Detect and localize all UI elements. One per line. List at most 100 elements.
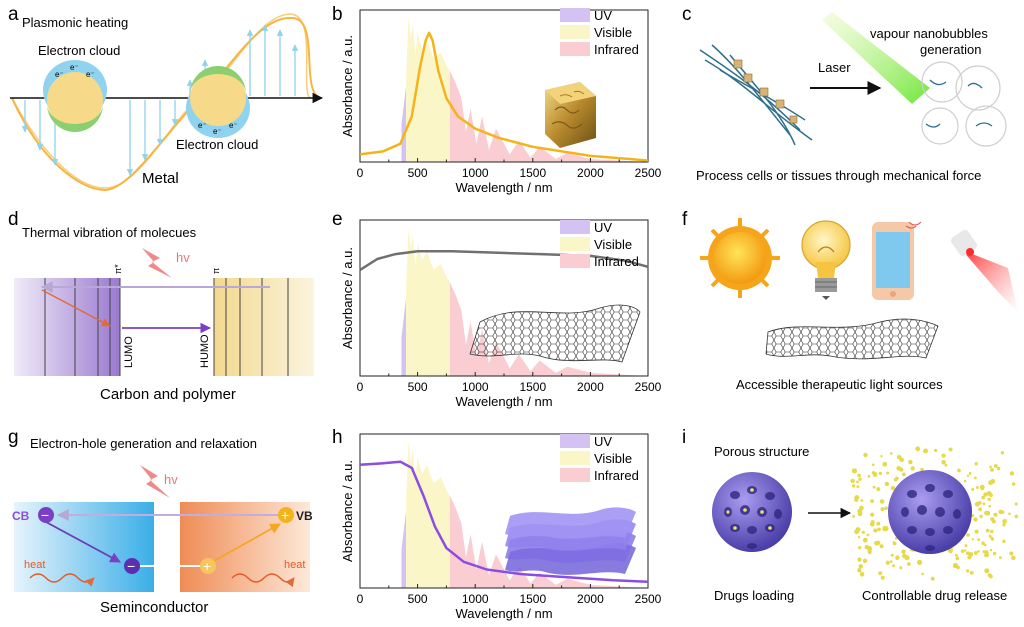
- drug-particle: [856, 480, 859, 484]
- absorbance-line: [359, 460, 649, 584]
- panel-d-title: Thermal vibration of molecues: [22, 225, 197, 240]
- drug-particle: [985, 528, 990, 533]
- chart-b: 0 500 1000 1500 2000 2500 Wavelength / nm Absor…: [340, 9, 662, 195]
- drug-particle: [908, 459, 913, 465]
- drug-particle: [921, 572, 924, 576]
- panel-e-letter: e: [332, 209, 343, 230]
- drug-particle: [884, 506, 888, 510]
- relaxation-arrow-1: [41, 289, 111, 327]
- drug-particle: [984, 568, 990, 574]
- drug-particle: [978, 507, 983, 512]
- drug-particle: [889, 560, 893, 563]
- electron-4: e⁻: [198, 121, 207, 130]
- drug-particle: [971, 538, 975, 541]
- drug-particle: [876, 521, 881, 526]
- drug-particle: [910, 466, 915, 471]
- panel-d-caption: Carbon and polymer: [100, 386, 236, 403]
- drug-particle: [991, 519, 996, 524]
- hole-vb: [278, 507, 294, 523]
- drug-particle: [1008, 512, 1011, 516]
- drug-particle: [998, 509, 1003, 515]
- drug-particle: [859, 572, 865, 577]
- hole-relaxed-sign: +: [203, 558, 211, 574]
- graphene-sheet-f: [765, 318, 939, 360]
- drug-particle: [986, 491, 992, 496]
- electron-6: e⁻: [229, 121, 238, 130]
- heat-wave-left: [29, 573, 95, 587]
- polymer-band-left: [14, 278, 120, 376]
- gold-cube: [545, 82, 596, 148]
- drug-particle: [862, 537, 868, 543]
- band-visible: [406, 17, 450, 162]
- legend-e-vis: Visible: [594, 237, 632, 252]
- drug-particle: [890, 452, 893, 455]
- chart-h: 0 500 1000 1500 2000 2500 Wavelength / nm Absor…: [340, 433, 662, 621]
- drug-particle: [872, 472, 878, 477]
- drug-particle: [880, 575, 885, 580]
- drug-particle: [871, 463, 875, 467]
- band-visible: [406, 441, 450, 588]
- legend-h-vis: Visible: [594, 451, 632, 466]
- panel-g-vb: VB: [296, 509, 313, 523]
- drug-particle: [992, 551, 997, 556]
- drug-particle: [990, 529, 994, 534]
- drug-particle: [990, 468, 994, 472]
- drug-particle: [1002, 519, 1007, 524]
- drug-particle: [917, 559, 923, 566]
- electron-cb-sign: −: [41, 507, 49, 523]
- panel-f-letter: f: [682, 209, 688, 230]
- x-axis-label: Wavelength / nm: [455, 394, 552, 409]
- legend-h-uv-swatch: [560, 434, 590, 448]
- drug-particle: [1002, 539, 1006, 543]
- drug-particle: [870, 512, 875, 517]
- band-uv: [401, 298, 407, 376]
- legend-b-uv-swatch: [560, 8, 590, 22]
- drug-particle: [982, 502, 986, 506]
- drug-particle: [902, 472, 906, 477]
- legend-b-ir: Infrared: [594, 42, 639, 57]
- x-tick-label: 0: [357, 166, 364, 180]
- drug-particle: [851, 468, 858, 474]
- x-tick-label: 500: [408, 592, 428, 606]
- drug-particle: [985, 510, 991, 516]
- panel-g-heat-left: heat: [24, 559, 45, 571]
- drug-particle: [899, 566, 903, 570]
- legend-h-uv: UV: [594, 434, 612, 449]
- band-visible: [406, 227, 450, 376]
- metal-particle-1: [47, 72, 103, 128]
- conduction-band: [14, 502, 154, 592]
- drug-particle: [974, 476, 977, 480]
- drug-particle: [1009, 471, 1015, 476]
- panel-c-label-1: vapour nanobubbles: [870, 26, 988, 41]
- drug-particle: [973, 517, 978, 522]
- drug-particle: [999, 556, 1002, 559]
- panel-a-title: Plasmonic heating: [22, 15, 128, 30]
- legend-e-ir-swatch: [560, 254, 590, 268]
- panel-g-heat-right: heat: [284, 559, 305, 571]
- drug-particle: [906, 562, 911, 566]
- drug-particle: [967, 555, 972, 560]
- legend-h-ir: Infrared: [594, 468, 639, 483]
- drug-particle: [876, 487, 881, 492]
- drug-particle: [948, 447, 953, 452]
- drug-particle: [988, 480, 993, 485]
- polymer-band-right: [214, 278, 314, 376]
- panel-d-homo: HUMO: [199, 334, 211, 368]
- drug-particle: [966, 533, 970, 537]
- panel-g-hv: hv: [164, 472, 178, 487]
- drug-particle: [860, 499, 864, 502]
- drug-particle: [862, 558, 868, 563]
- panel-h-letter: h: [332, 427, 343, 448]
- x-tick-label: 2000: [577, 592, 604, 606]
- drug-particle: [882, 526, 888, 531]
- drug-particle: [899, 457, 904, 463]
- drug-particle: [974, 529, 979, 534]
- fiber-network: [699, 44, 813, 146]
- panel-a-bottom-label: Electron cloud: [176, 137, 258, 152]
- drug-particle: [975, 486, 979, 489]
- laser-beam: [822, 12, 930, 104]
- panel-a-top-label: Electron cloud: [38, 43, 120, 58]
- legend-e-ir: Infrared: [594, 254, 639, 269]
- x-tick-label: 1000: [462, 592, 489, 606]
- hole-relaxed: [200, 558, 216, 574]
